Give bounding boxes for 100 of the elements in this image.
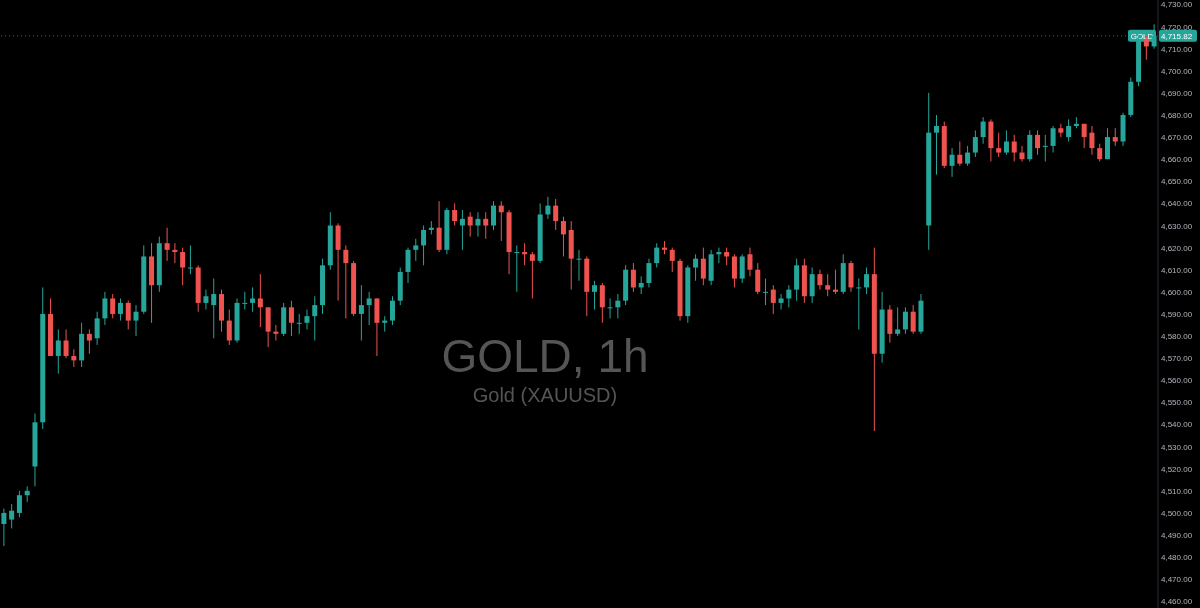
candlestick	[809, 267, 815, 304]
y-tick-label: 4,520.00	[1161, 464, 1193, 474]
y-tick-label: 4,660.00	[1161, 155, 1193, 165]
candlestick	[1019, 145, 1025, 162]
candlestick	[164, 227, 170, 262]
candlestick	[817, 269, 823, 291]
candlestick	[1104, 127, 1110, 160]
candlestick	[996, 132, 1002, 158]
y-tick-label: 4,710.00	[1161, 44, 1193, 54]
text: GOLD, 1h	[440, 330, 650, 382]
y-tick-label: 4,530.00	[1161, 442, 1193, 452]
candlestick	[102, 291, 108, 326]
candlestick	[615, 293, 621, 319]
candlestick	[514, 244, 520, 293]
candlestick	[459, 209, 465, 251]
candlestick	[358, 284, 364, 341]
ref-line-label: GOLD	[1130, 31, 1154, 41]
candlestick	[242, 291, 248, 311]
candlestick	[187, 244, 193, 275]
candlestick	[763, 278, 769, 306]
candlestick	[739, 253, 745, 284]
candlestick	[117, 297, 123, 322]
candlestick	[436, 200, 442, 253]
y-tick-label: 4,640.00	[1161, 199, 1193, 209]
candlestick	[366, 291, 372, 326]
candlestick	[1042, 134, 1048, 162]
candlestick	[1011, 134, 1017, 162]
candlestick	[63, 328, 69, 359]
candlestick	[389, 295, 395, 326]
candlestick	[257, 273, 263, 328]
candlestick	[1081, 123, 1087, 149]
y-tick-label: 4,470.00	[1161, 575, 1193, 585]
candlestick	[405, 247, 411, 284]
candlestick	[288, 300, 294, 337]
candlestick	[560, 216, 566, 257]
candlestick	[576, 249, 582, 282]
candlestick	[965, 145, 971, 167]
candlestick	[304, 309, 310, 330]
candlestick	[172, 242, 178, 264]
y-tick-label: 4,570.00	[1161, 354, 1193, 364]
candlestick	[731, 253, 737, 288]
candlestick	[94, 311, 100, 346]
y-tick-label: 4,670.00	[1161, 133, 1193, 143]
candlestick	[413, 238, 419, 262]
candlestick	[895, 306, 901, 337]
candlestick	[1066, 118, 1072, 142]
text: Gold (XAUUSD)	[471, 383, 619, 408]
candlestick	[592, 280, 598, 311]
candlestick	[980, 116, 986, 145]
y-tick-label: 4,700.00	[1161, 66, 1193, 76]
candlestick	[86, 328, 92, 355]
candlestick	[273, 324, 279, 341]
candlestick	[203, 289, 209, 311]
candlestick	[902, 306, 908, 335]
y-tick-label: 4,650.00	[1161, 177, 1193, 187]
y-tick-label: 4,550.00	[1161, 398, 1193, 408]
candlestick	[125, 300, 131, 330]
y-tick-label: 4,680.00	[1161, 110, 1193, 120]
candlestick	[452, 202, 458, 227]
candlestick	[475, 211, 481, 238]
candlestick	[755, 262, 761, 295]
y-tick-label: 4,460.00	[1161, 597, 1193, 607]
candlestick	[825, 273, 831, 297]
candlestick	[972, 129, 978, 158]
candlestick	[498, 200, 504, 242]
candlestick	[545, 196, 551, 220]
candlestick	[957, 141, 963, 167]
y-tick-label: 4,610.00	[1161, 265, 1193, 275]
candlestick	[832, 269, 838, 295]
candlestick	[553, 198, 559, 231]
candlestick	[599, 282, 605, 324]
candlestick	[180, 247, 186, 286]
candlestick	[716, 247, 722, 264]
candlestick	[700, 247, 706, 286]
candlestick	[110, 293, 116, 319]
candlestick	[910, 304, 916, 335]
candlestick	[607, 297, 613, 319]
candlestick	[778, 293, 784, 311]
y-tick-label: 4,480.00	[1161, 553, 1193, 563]
candlestick	[786, 284, 792, 308]
candlestick	[1089, 125, 1095, 156]
candlestick	[669, 247, 675, 273]
candlestick	[1, 508, 7, 547]
candlestick	[296, 313, 302, 335]
candlestick	[211, 278, 217, 339]
y-tick-label: 4,620.00	[1161, 243, 1193, 253]
candlestick	[747, 247, 753, 277]
candlestick	[250, 286, 256, 313]
y-tick-label: 4,560.00	[1161, 376, 1193, 386]
y-tick-label: 4,690.00	[1161, 88, 1193, 98]
candlestick	[949, 147, 955, 178]
y-tick-label: 4,540.00	[1161, 420, 1193, 430]
y-tick-label: 4,720.00	[1161, 22, 1193, 32]
candlestick	[630, 262, 636, 293]
candlestick	[9, 503, 15, 529]
candlestick	[483, 211, 489, 240]
candlestick	[16, 490, 22, 518]
candlestick	[864, 267, 870, 295]
candlestick	[856, 278, 862, 330]
candlestick	[1035, 129, 1041, 156]
